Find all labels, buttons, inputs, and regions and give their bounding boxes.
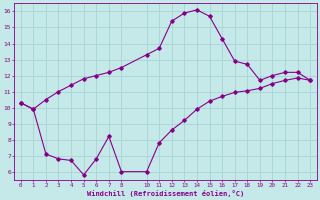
X-axis label: Windchill (Refroidissement éolien,°C): Windchill (Refroidissement éolien,°C): [87, 190, 244, 197]
